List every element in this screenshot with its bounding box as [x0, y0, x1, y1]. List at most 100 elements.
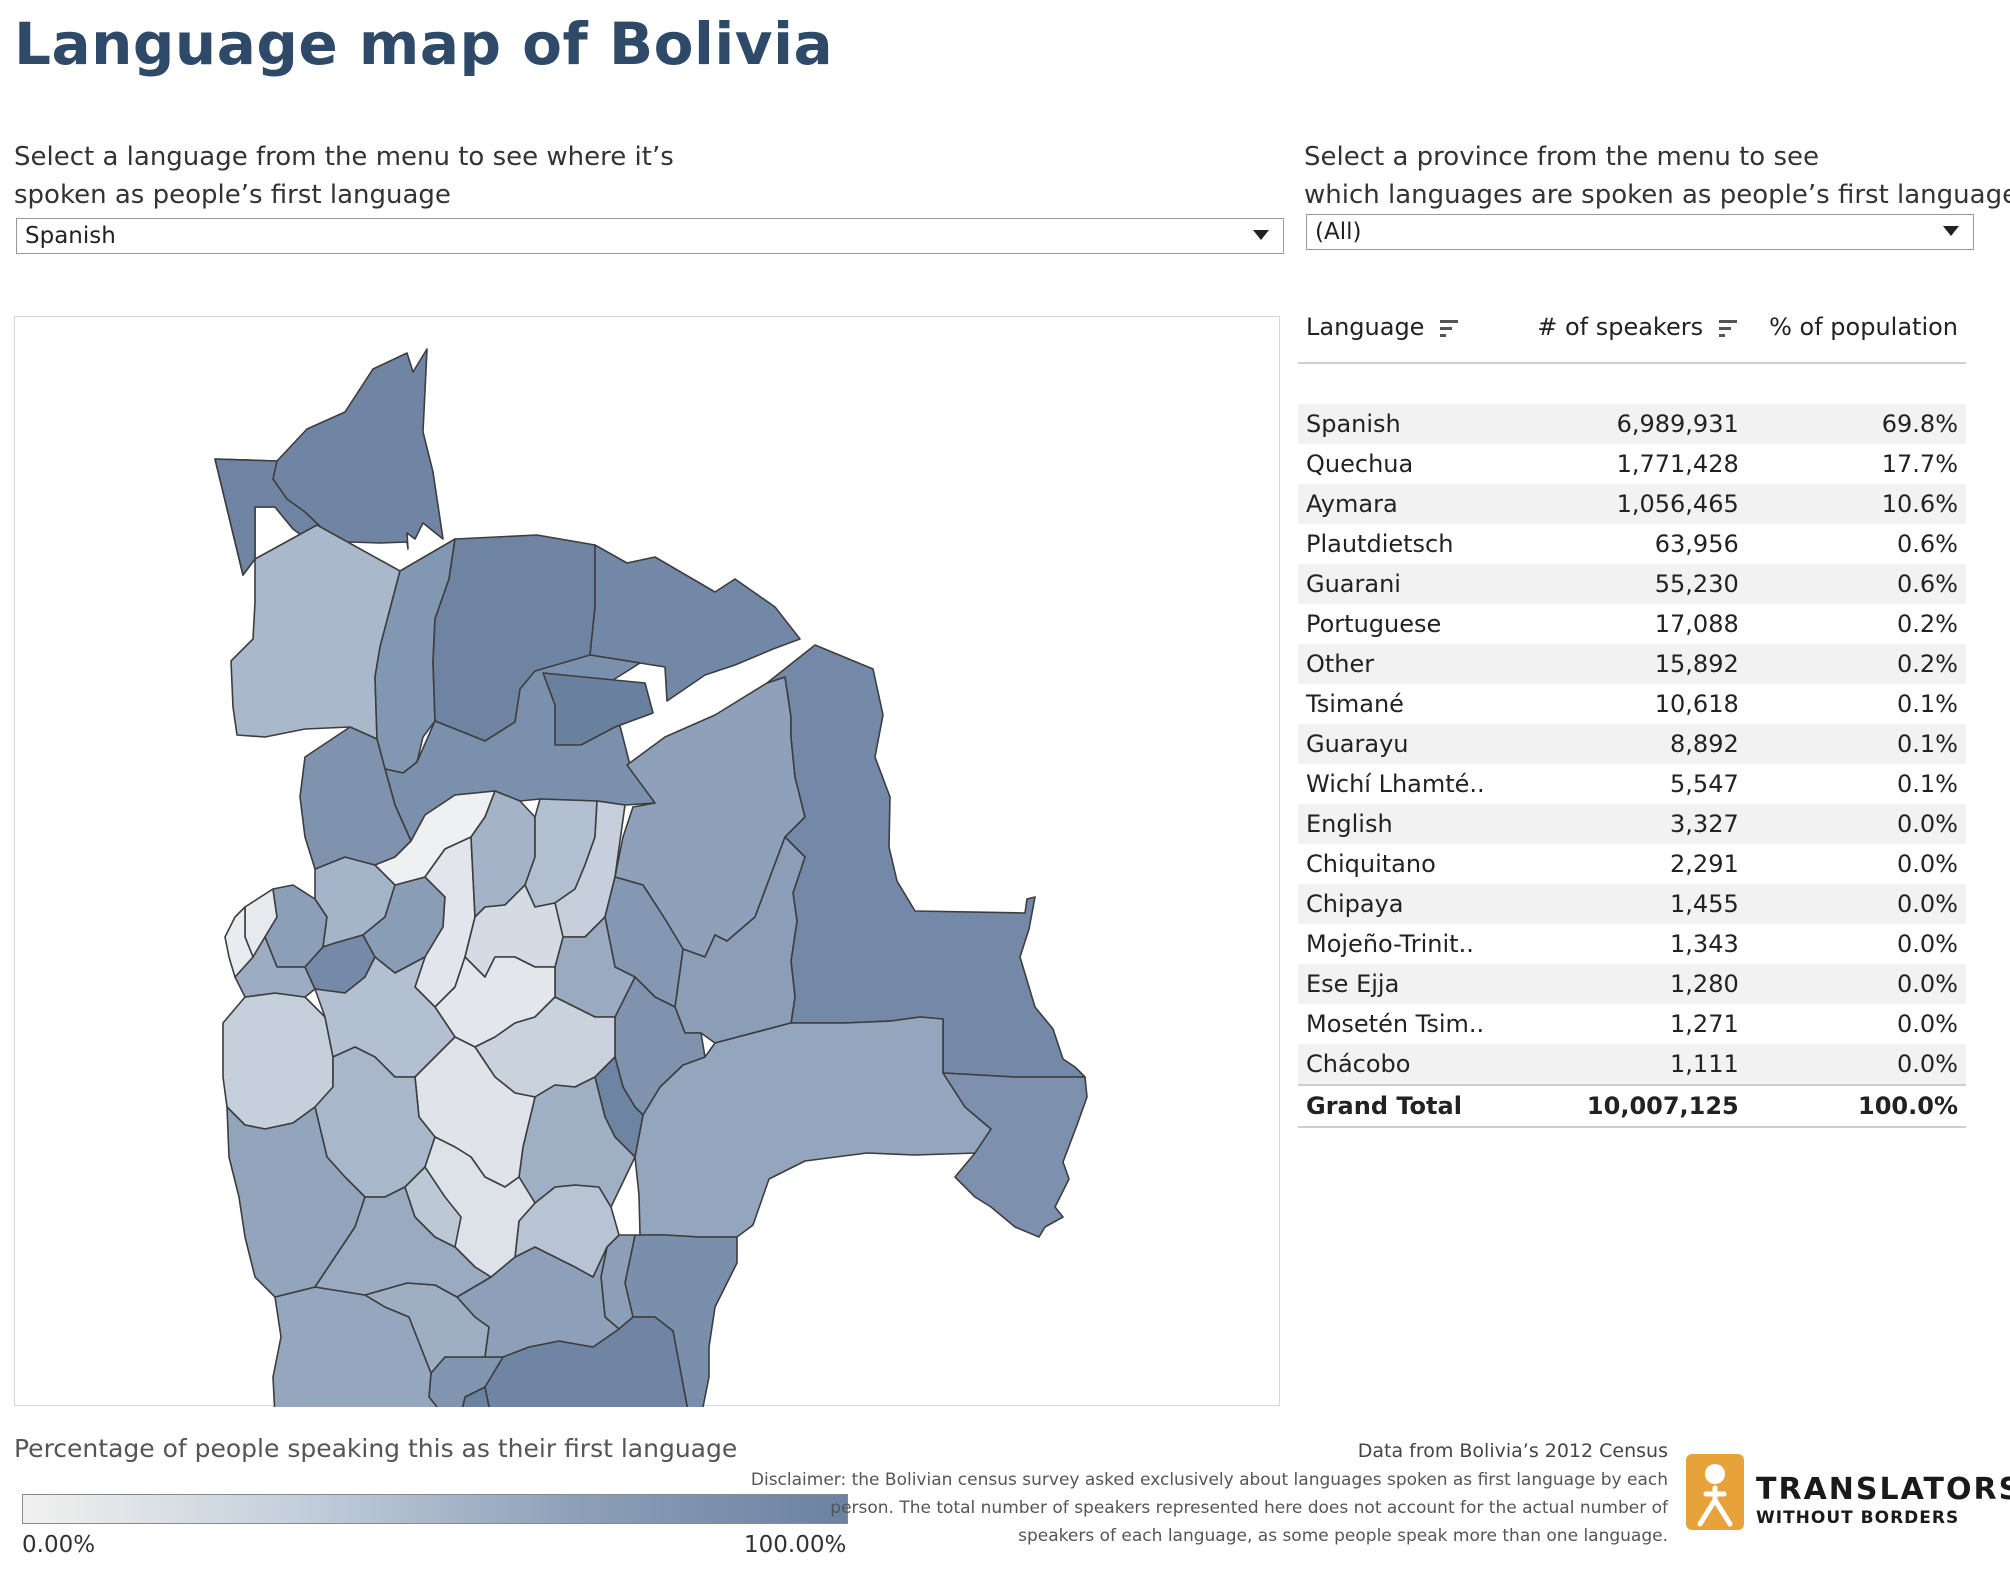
legend-min-label: 0.00%	[22, 1532, 96, 1558]
column-header-label: % of population	[1769, 313, 1958, 341]
table-cell-percent: 17.7%	[1881, 450, 1958, 478]
province-select[interactable]: (All)	[1306, 214, 1974, 250]
map-region[interactable]	[542, 672, 654, 746]
table-cell-language: Chiquitano	[1306, 850, 1436, 878]
total-cell-speakers: 10,007,125	[1514, 1084, 1747, 1128]
language-filter-prompt-line: spoken as people’s first language	[14, 180, 451, 210]
table-cell-language: Wichí Lhamté..	[1306, 770, 1485, 798]
table-cell-percent: 0.6%	[1746, 564, 1966, 604]
map-regions[interactable]	[214, 348, 1088, 1407]
table-cell-speakers: 10,618	[1654, 690, 1739, 718]
table-row[interactable]: Guarayu 8,892 0.1%	[1298, 724, 1966, 764]
map-region[interactable]	[459, 1386, 555, 1407]
table-cell-language: Ese Ejja	[1298, 964, 1514, 1004]
column-header-speakers[interactable]: # of speakers	[1514, 306, 1747, 364]
table-row[interactable]: Quechua 1,771,428 17.7%	[1298, 444, 1966, 484]
column-header-label: Language	[1306, 313, 1425, 341]
translators-without-borders-logo: TRANSLATORS WITHOUT BORDERS	[1686, 1452, 2010, 1532]
map-region[interactable]	[942, 1072, 1088, 1238]
sort-icon[interactable]	[1438, 318, 1460, 338]
table-row[interactable]: Spanish 6,989,931 69.8%	[1298, 404, 1966, 444]
total-cell-language: Grand Total	[1298, 1084, 1514, 1128]
map-region[interactable]	[634, 1016, 992, 1238]
table-cell-percent: 0.6%	[1897, 530, 1958, 558]
choropleth-map[interactable]	[14, 316, 1281, 1407]
table-row[interactable]: Other 15,892 0.2%	[1298, 644, 1966, 684]
table-cell-language: Mosetén Tsim..	[1306, 1010, 1485, 1038]
table-cell-percent: 0.1%	[1897, 770, 1958, 798]
table-row[interactable]: Tsimané 10,618 0.1%	[1298, 684, 1966, 724]
language-select[interactable]: Spanish	[16, 218, 1284, 254]
table-cell-language: Quechua	[1306, 450, 1414, 478]
table-row[interactable]: Chipaya 1,455 0.0%	[1298, 884, 1966, 924]
table-cell-language: Mojeño-Trinit..	[1306, 930, 1474, 958]
table-cell-speakers: 55,230	[1514, 564, 1747, 604]
disclaimer-text: Disclaimer: the Bolivian census survey a…	[751, 1466, 1668, 1550]
table-row[interactable]: Chácobo 1,111 0.0%	[1298, 1044, 1966, 1085]
map-region[interactable]	[484, 1316, 691, 1407]
language-filter-prompt: Select a language from the menu to see w…	[14, 138, 674, 214]
province-select-value: (All)	[1315, 219, 1362, 245]
language-table: Language # of speakers % of population	[1298, 306, 1966, 1128]
table-row[interactable]: Chiquitano 2,291 0.0%	[1298, 844, 1966, 884]
table-cell-language: Chipaya	[1298, 884, 1514, 924]
table-cell-percent: 0.0%	[1746, 884, 1966, 924]
page-title: Language map of Bolivia	[14, 10, 834, 78]
data-source-note: Data from Bolivia’s 2012 Census	[1357, 1440, 1668, 1462]
sort-icon[interactable]	[1717, 318, 1739, 338]
table-cell-speakers: 1,771,428	[1616, 450, 1739, 478]
map-region[interactable]	[589, 544, 801, 702]
table-row[interactable]: Mojeño-Trinit.. 1,343 0.0%	[1298, 924, 1966, 964]
table-cell-percent: 0.1%	[1897, 690, 1958, 718]
table-cell-percent: 0.0%	[1746, 964, 1966, 1004]
table-row[interactable]: Mosetén Tsim.. 1,271 0.0%	[1298, 1004, 1966, 1044]
table-cell-percent: 0.0%	[1746, 1044, 1966, 1085]
chevron-down-icon[interactable]	[1943, 226, 1959, 236]
map-region[interactable]	[766, 644, 1086, 1078]
column-header-percent[interactable]: % of population	[1746, 306, 1966, 364]
table-cell-speakers: 17,088	[1654, 610, 1739, 638]
map-region[interactable]	[230, 524, 401, 740]
map-region[interactable]	[224, 906, 254, 978]
table-row[interactable]: Guarani 55,230 0.6%	[1298, 564, 1966, 604]
province-filter-prompt-line: Select a province from the menu to see	[1304, 142, 1819, 172]
table-row[interactable]: Wichí Lhamté.. 5,547 0.1%	[1298, 764, 1966, 804]
chevron-down-icon[interactable]	[1253, 230, 1269, 240]
table-cell-percent: 0.1%	[1746, 724, 1966, 764]
legend-title: Percentage of people speaking this as th…	[14, 1434, 738, 1463]
table-cell-speakers: 5,547	[1670, 770, 1739, 798]
table-cell-language: Spanish	[1298, 404, 1514, 444]
province-filter-prompt: Select a province from the menu to see w…	[1304, 138, 2010, 214]
table-cell-speakers: 1,271	[1670, 1010, 1739, 1038]
table-cell-percent: 0.2%	[1897, 610, 1958, 638]
table-row[interactable]: Portuguese 17,088 0.2%	[1298, 604, 1966, 644]
table-row[interactable]: Ese Ejja 1,280 0.0%	[1298, 964, 1966, 1004]
language-select-value: Spanish	[25, 223, 116, 249]
table-cell-speakers: 6,989,931	[1514, 404, 1747, 444]
total-cell-percent: 100.0%	[1746, 1084, 1966, 1128]
table-row[interactable]: English 3,327 0.0%	[1298, 804, 1966, 844]
table-cell-speakers: 1,455	[1514, 884, 1747, 924]
table-row[interactable]: Aymara 1,056,465 10.6%	[1298, 484, 1966, 524]
table-cell-language: English	[1298, 804, 1514, 844]
table-cell-language: Plautdietsch	[1306, 530, 1454, 558]
bolivia-map-svg[interactable]	[15, 317, 1281, 1407]
province-filter-prompt-line: which languages are spoken as people’s f…	[1304, 180, 2010, 210]
table-cell-speakers: 15,892	[1514, 644, 1747, 684]
table-cell-percent: 0.0%	[1897, 850, 1958, 878]
disclaimer-line: person. The total number of speakers rep…	[830, 1498, 1668, 1518]
table-cell-percent: 69.8%	[1746, 404, 1966, 444]
person-logo-icon	[1686, 1454, 1744, 1530]
column-header-language[interactable]: Language	[1298, 306, 1514, 364]
legend-max-label: 100.00%	[744, 1532, 847, 1558]
table-cell-speakers: 3,327	[1514, 804, 1747, 844]
map-region[interactable]	[234, 936, 316, 998]
table-row[interactable]: Plautdietsch 63,956 0.6%	[1298, 524, 1966, 564]
table-cell-language: Tsimané	[1306, 690, 1404, 718]
table-cell-language: Guarani	[1298, 564, 1514, 604]
logo-line: TRANSLATORS	[1756, 1472, 2010, 1507]
table-cell-speakers: 1,280	[1514, 964, 1747, 1004]
map-region[interactable]	[299, 726, 412, 870]
map-region[interactable]	[404, 1166, 462, 1248]
table-cell-speakers: 2,291	[1670, 850, 1739, 878]
